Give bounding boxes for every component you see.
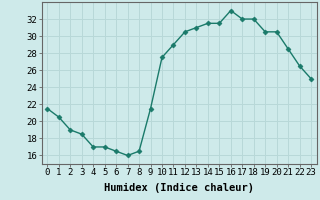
X-axis label: Humidex (Indice chaleur): Humidex (Indice chaleur): [104, 183, 254, 193]
